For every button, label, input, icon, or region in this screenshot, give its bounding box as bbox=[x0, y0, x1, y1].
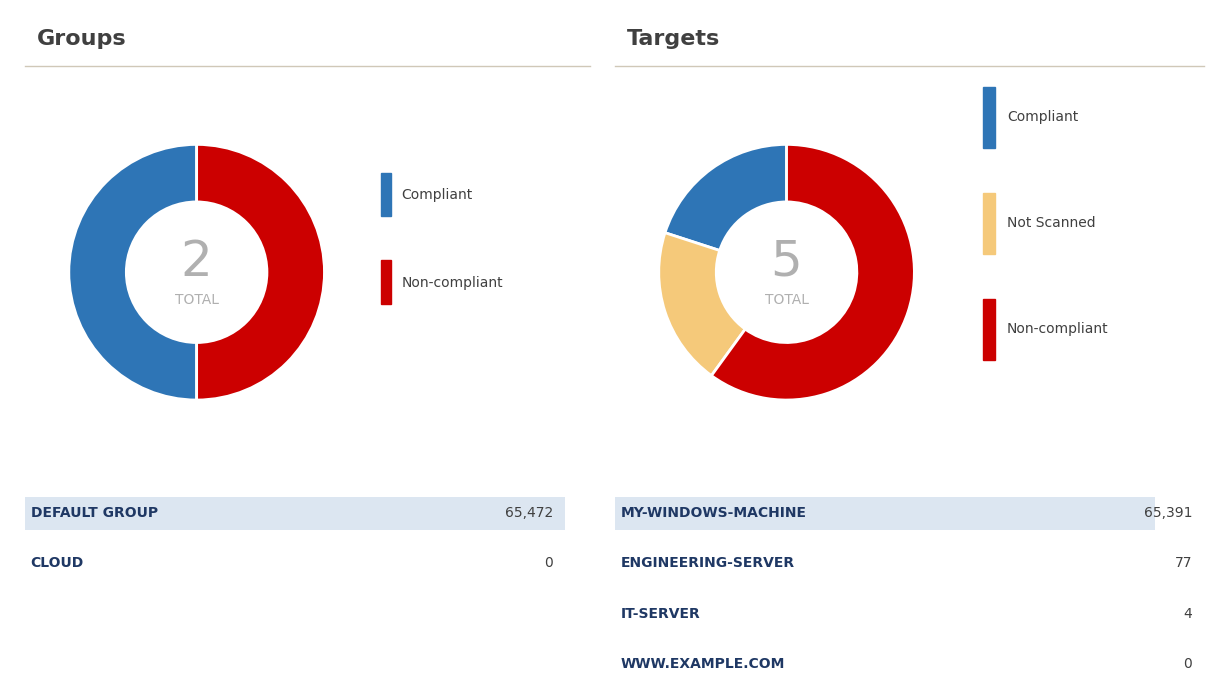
Text: TOTAL: TOTAL bbox=[175, 293, 219, 307]
Bar bbox=[983, 87, 995, 148]
Text: Compliant: Compliant bbox=[402, 188, 473, 202]
Text: MY-WINDOWS-MACHINE: MY-WINDOWS-MACHINE bbox=[621, 506, 806, 520]
Text: 65,391: 65,391 bbox=[1144, 506, 1192, 520]
Wedge shape bbox=[712, 144, 914, 400]
Wedge shape bbox=[659, 232, 745, 376]
Text: DEFAULT GROUP: DEFAULT GROUP bbox=[31, 506, 157, 520]
Bar bbox=[983, 299, 995, 360]
Text: Groups: Groups bbox=[37, 29, 127, 49]
Text: Not Scanned: Not Scanned bbox=[1007, 216, 1095, 230]
Text: 4: 4 bbox=[1184, 607, 1192, 621]
Text: ENGINEERING-SERVER: ENGINEERING-SERVER bbox=[621, 556, 795, 570]
Bar bbox=[983, 193, 995, 254]
Wedge shape bbox=[197, 144, 324, 400]
Text: Non-compliant: Non-compliant bbox=[402, 276, 503, 290]
Wedge shape bbox=[69, 144, 197, 400]
Wedge shape bbox=[665, 144, 787, 251]
Text: 77: 77 bbox=[1175, 556, 1192, 570]
Bar bbox=[381, 260, 391, 304]
Text: 2: 2 bbox=[181, 238, 213, 286]
Text: 0: 0 bbox=[1184, 657, 1192, 671]
Text: 65,472: 65,472 bbox=[505, 506, 553, 520]
Text: TOTAL: TOTAL bbox=[764, 293, 809, 307]
Text: WWW.EXAMPLE.COM: WWW.EXAMPLE.COM bbox=[621, 657, 785, 671]
Text: Targets: Targets bbox=[627, 29, 720, 49]
Bar bbox=[381, 173, 391, 216]
Text: Compliant: Compliant bbox=[1007, 110, 1078, 124]
Text: IT-SERVER: IT-SERVER bbox=[621, 607, 701, 621]
Text: Non-compliant: Non-compliant bbox=[1007, 322, 1109, 336]
Text: CLOUD: CLOUD bbox=[31, 556, 84, 570]
Text: 0: 0 bbox=[544, 556, 553, 570]
Text: 5: 5 bbox=[771, 238, 803, 286]
